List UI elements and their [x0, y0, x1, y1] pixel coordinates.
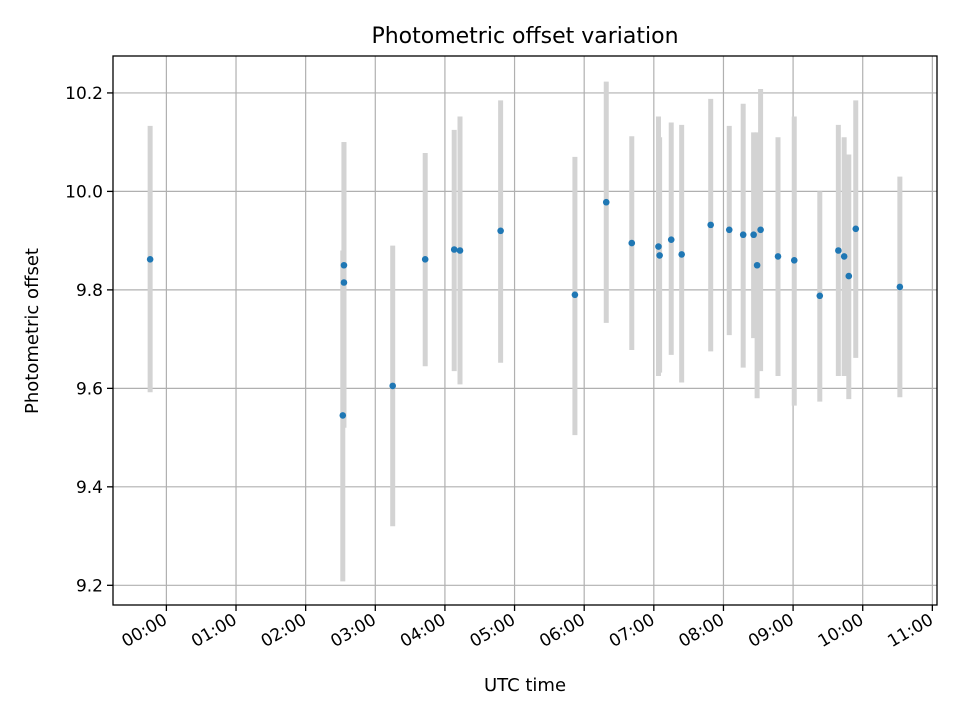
- y-tick-label: 10.0: [65, 182, 103, 202]
- data-point: [628, 239, 636, 247]
- data-point: [450, 246, 458, 253]
- data-point: [389, 382, 396, 390]
- data-point: [750, 231, 757, 239]
- data-point: [421, 256, 429, 263]
- data-point: [790, 257, 798, 264]
- data-point: [602, 198, 610, 206]
- data-point: [840, 253, 848, 260]
- x-tick-label: 00:00: [118, 610, 170, 652]
- data-point: [497, 227, 504, 235]
- data-point: [707, 221, 714, 229]
- point-layer: [146, 198, 904, 419]
- errorbar-layer: [147, 81, 903, 582]
- y-tick-label: 9.2: [76, 576, 103, 596]
- x-tick-label: 06:00: [536, 610, 588, 652]
- y-axis-label: Photometric offset: [22, 248, 43, 414]
- data-point: [835, 247, 842, 254]
- data-point: [896, 283, 904, 291]
- data-point: [725, 226, 733, 234]
- data-point: [667, 236, 675, 243]
- chart-title: Photometric offset variation: [371, 24, 678, 49]
- x-tick-label: 03:00: [327, 610, 379, 652]
- plot-frame: [112, 55, 938, 606]
- data-point: [655, 243, 662, 250]
- x-tick-label: 08:00: [676, 610, 728, 652]
- x-tick-label: 02:00: [258, 610, 310, 652]
- x-axis-label: UTC time: [484, 675, 566, 696]
- x-tick-label: 04:00: [397, 610, 449, 652]
- data-point: [571, 291, 579, 299]
- x-tick-label: 11:00: [884, 610, 936, 652]
- data-point: [340, 261, 348, 269]
- data-point: [340, 279, 348, 286]
- data-point: [739, 231, 747, 239]
- x-tick-label: 07:00: [606, 610, 658, 652]
- y-tick-label: 9.4: [76, 478, 103, 498]
- data-point: [757, 226, 764, 234]
- data-point: [753, 261, 761, 269]
- data-point: [845, 272, 853, 280]
- x-tick-label: 09:00: [745, 610, 797, 652]
- y-tick-label: 10.2: [65, 84, 103, 104]
- data-point: [456, 247, 464, 254]
- data-point: [678, 251, 685, 258]
- data-point: [816, 292, 824, 300]
- data-point: [146, 256, 154, 263]
- data-point: [852, 225, 860, 233]
- y-tick-label: 9.8: [76, 281, 103, 301]
- data-point: [774, 253, 782, 260]
- y-tick-label: 9.6: [76, 379, 103, 399]
- x-tick-label: 01:00: [188, 610, 240, 652]
- data-point: [656, 252, 663, 259]
- x-tick-label: 10:00: [815, 610, 867, 652]
- data-point: [339, 412, 347, 419]
- grid-layer: [113, 56, 937, 605]
- x-tick-label: 05:00: [467, 610, 519, 652]
